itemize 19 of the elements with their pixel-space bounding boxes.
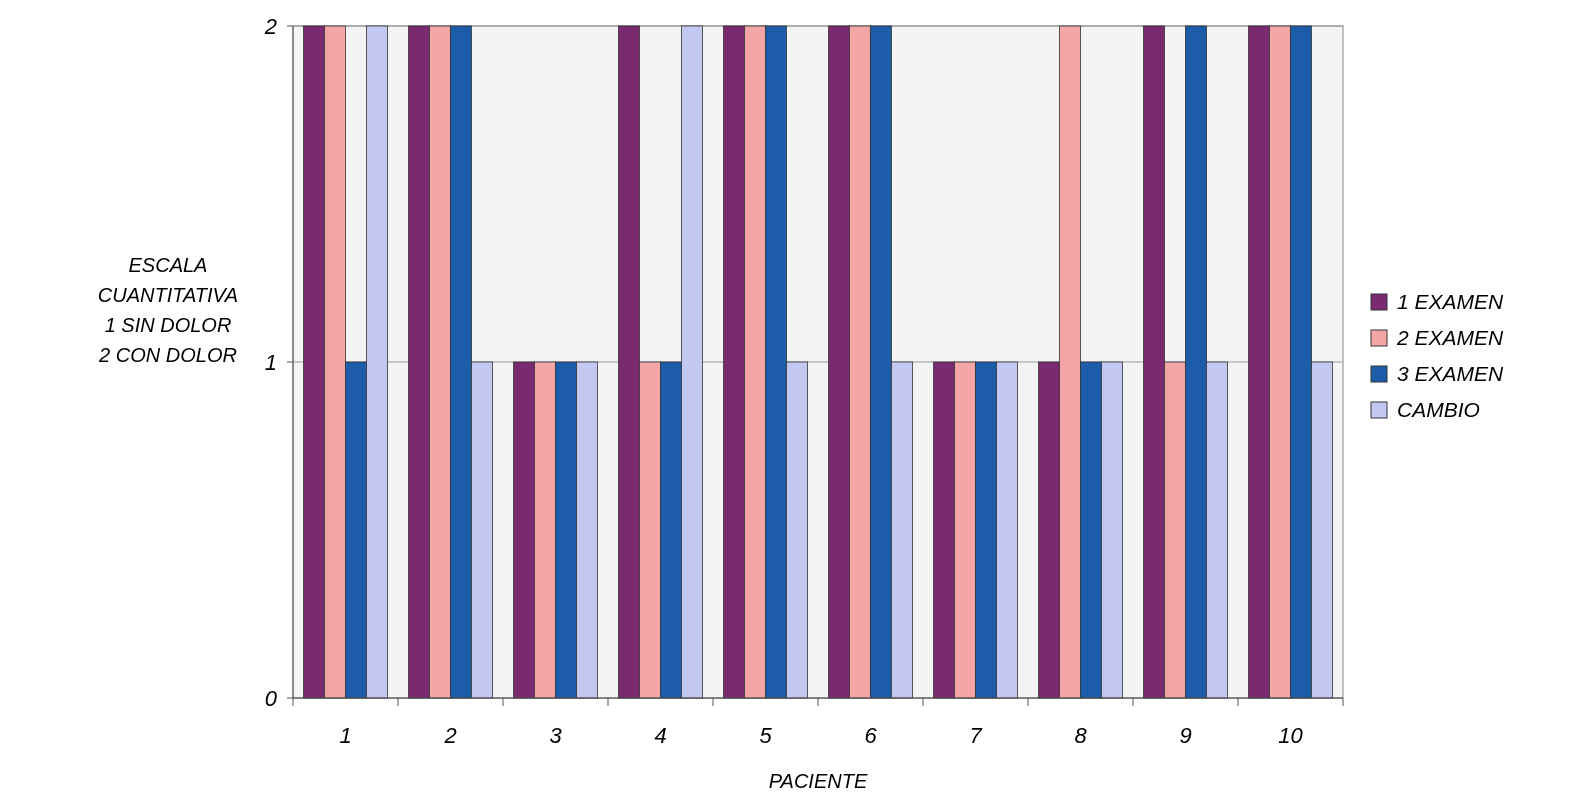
x-tick-label: 10 (1278, 723, 1304, 748)
x-tick-label: 1 (339, 723, 352, 748)
x-tick-label: 7 (969, 723, 983, 748)
y-tick-label: 2 (263, 13, 277, 39)
y-axis-title: ESCALA CUANTITATIVA 1 SIN DOLOR 2 CON DOLOR (97, 254, 239, 366)
x-axis-title: PACIENTE (768, 770, 868, 792)
x-tick-label: 3 (549, 723, 563, 748)
x-tick-label: 9 (1179, 723, 1192, 748)
x-tick-label: 6 (864, 723, 878, 748)
legend-label: CAMBIO (1397, 398, 1480, 422)
legend-label: 2 EXAMEN (1396, 326, 1505, 350)
x-tick-label: 5 (759, 723, 773, 748)
x-tick-label: 8 (1074, 723, 1088, 748)
y-tick-label: 1 (264, 349, 277, 375)
x-tick-label: 2 (443, 723, 457, 748)
y-tick-label: 0 (264, 685, 278, 711)
x-tick-label: 4 (654, 723, 667, 748)
legend-label: 3 EXAMEN (1397, 362, 1505, 386)
legend-label: 1 EXAMEN (1397, 290, 1505, 314)
